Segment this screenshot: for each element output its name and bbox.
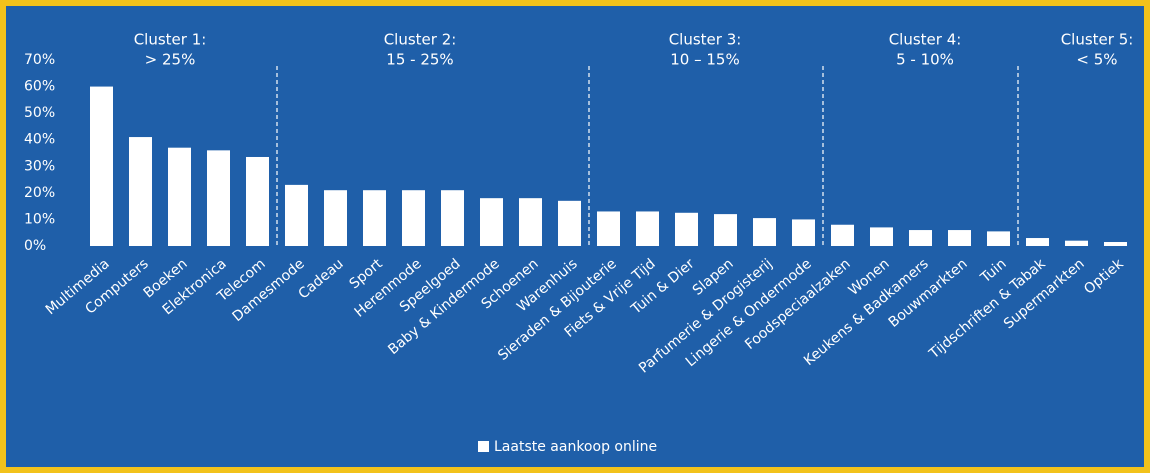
bar [714, 214, 737, 246]
cluster-label: < 5% [1076, 51, 1117, 69]
y-tick-label: 60% [24, 79, 55, 95]
bar [870, 227, 893, 246]
bar [675, 212, 698, 246]
bar [324, 190, 347, 246]
bar [168, 147, 191, 246]
bar [441, 190, 464, 246]
legend-label: Laatste aankoop online [494, 439, 657, 455]
cluster-label: Cluster 2: [384, 31, 457, 49]
bar [285, 184, 308, 246]
y-tick-label: 40% [24, 132, 55, 148]
cluster-label: Cluster 3: [669, 31, 742, 49]
bar [363, 190, 386, 246]
y-tick-label: 10% [24, 211, 55, 227]
bar [1026, 238, 1049, 246]
bar [246, 156, 269, 246]
cluster-label: 15 - 25% [386, 51, 453, 69]
bar [948, 230, 971, 246]
bar [519, 198, 542, 246]
bar [831, 224, 854, 246]
bar [1065, 240, 1088, 246]
bar [402, 190, 425, 246]
bar [1104, 242, 1127, 246]
bar [753, 218, 776, 246]
bar [792, 219, 815, 246]
y-tick-label: 0% [24, 238, 46, 254]
bar [909, 230, 932, 246]
cluster-label: 10 – 15% [670, 51, 739, 69]
cluster-label: Cluster 4: [889, 31, 962, 49]
cluster-label: > 25% [145, 51, 196, 69]
bar [558, 200, 581, 246]
bar [636, 211, 659, 246]
bar [597, 211, 620, 246]
y-tick-label: 70% [24, 52, 55, 68]
bar [90, 86, 113, 246]
cluster-label: 5 - 10% [896, 51, 954, 69]
cluster-label: Cluster 5: [1061, 31, 1134, 49]
bar [987, 231, 1010, 246]
bar [207, 150, 230, 246]
y-tick-label: 20% [24, 185, 55, 201]
bar [480, 198, 503, 246]
y-tick-label: 50% [24, 105, 55, 121]
cluster-label: Cluster 1: [134, 31, 207, 49]
legend-swatch [478, 441, 489, 452]
y-tick-label: 30% [24, 158, 55, 174]
bar [129, 137, 152, 246]
